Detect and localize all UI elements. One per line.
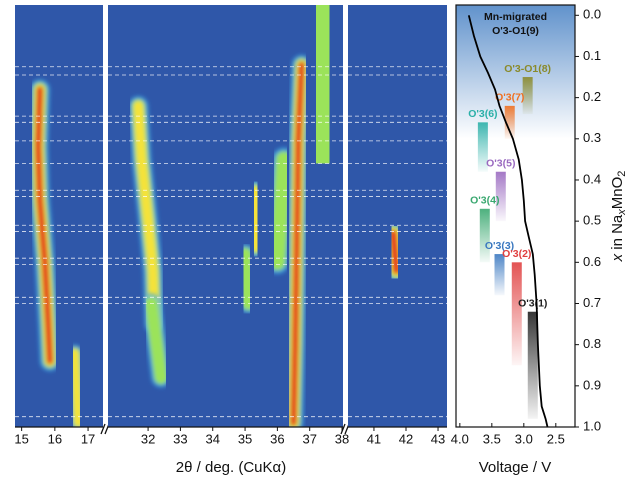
x-tick-label: 43 bbox=[431, 431, 445, 446]
x-tick-label: 42 bbox=[399, 431, 413, 446]
y-tick-label: 0.2 bbox=[583, 89, 601, 104]
phase-label: O'3(6) bbox=[468, 108, 497, 120]
x-axis-label: 2θ / deg. (CuKα) bbox=[176, 459, 286, 476]
phase-bar bbox=[522, 77, 533, 115]
y-axis-label: x in NaxMnO2 bbox=[609, 171, 628, 263]
y-tick-label: 0.6 bbox=[583, 254, 601, 269]
peak bbox=[265, 147, 296, 274]
y-label-part: 2 bbox=[616, 171, 628, 177]
phase-bar bbox=[495, 171, 506, 222]
peak bbox=[272, 5, 343, 186]
phase-label: O'3(4) bbox=[470, 195, 499, 207]
plot-frame bbox=[455, 4, 576, 428]
peak bbox=[141, 293, 171, 388]
peak-core bbox=[238, 247, 256, 311]
phase-bar bbox=[511, 262, 522, 366]
peak bbox=[66, 344, 87, 427]
peak bbox=[243, 180, 269, 258]
peak-core bbox=[144, 296, 168, 385]
x-tick-label: 33 bbox=[173, 431, 187, 446]
panel-content bbox=[348, 63, 447, 427]
y-tick-label: 0.7 bbox=[583, 295, 601, 310]
y-tick-label: 0.3 bbox=[583, 130, 601, 145]
x-tick-label: 3.0 bbox=[515, 431, 533, 446]
x-tick-label: 38 bbox=[335, 431, 349, 446]
y-tick-label: 0.0 bbox=[583, 7, 601, 22]
panel-content bbox=[15, 48, 103, 427]
x-tick-label: 37 bbox=[302, 431, 316, 446]
region-label: Mn-migrated bbox=[484, 11, 547, 23]
y-tick-label: 0.1 bbox=[583, 48, 601, 63]
peak-core bbox=[286, 5, 343, 172]
y-tick-label: 0.8 bbox=[583, 336, 601, 351]
y-label-part: in Na bbox=[609, 214, 626, 254]
y-label-part: x bbox=[609, 253, 626, 262]
peak-core bbox=[35, 86, 54, 365]
peak bbox=[28, 79, 60, 372]
y-label-part: MnO bbox=[609, 177, 626, 210]
phase-bar bbox=[494, 254, 505, 296]
phase-bar bbox=[477, 122, 488, 172]
y-tick-label: 0.4 bbox=[583, 171, 601, 186]
peak-core bbox=[269, 151, 292, 271]
x-tick-label: 16 bbox=[48, 431, 62, 446]
y-tick-label: 0.9 bbox=[583, 377, 601, 392]
x-tick-label: 35 bbox=[238, 431, 252, 446]
phase-label: O'3(7) bbox=[495, 92, 524, 104]
x-tick-label: 36 bbox=[270, 431, 284, 446]
x-tick-label: 41 bbox=[367, 431, 381, 446]
y-tick-label: 1.0 bbox=[583, 418, 601, 433]
peak-core bbox=[248, 186, 263, 252]
phase-region bbox=[456, 5, 575, 139]
phase-label: O'3(1) bbox=[518, 298, 547, 310]
peak-core bbox=[133, 101, 160, 329]
x-tick-label: 34 bbox=[205, 431, 219, 446]
peak-core bbox=[290, 61, 305, 427]
x-tick-label: 15 bbox=[14, 431, 28, 446]
phase-label: O'3(2) bbox=[502, 248, 531, 260]
peak-core bbox=[70, 348, 83, 427]
panel-content bbox=[108, 5, 343, 427]
peak bbox=[128, 96, 165, 334]
phase-bar bbox=[479, 208, 490, 263]
x-tick-label: 4.0 bbox=[451, 431, 469, 446]
region-label: O'3-O1(9) bbox=[492, 25, 539, 37]
phase-label: O'3-O1(8) bbox=[504, 63, 551, 75]
phase-label: O'3(5) bbox=[486, 158, 515, 170]
y-label-part: x bbox=[616, 209, 628, 216]
voltage-curve bbox=[467, 15, 549, 428]
peak bbox=[235, 244, 258, 314]
x-tick-label: 17 bbox=[81, 431, 95, 446]
phase-bar bbox=[504, 105, 515, 139]
y-tick-label: 0.5 bbox=[583, 213, 601, 228]
x-tick-label: 3.5 bbox=[483, 431, 501, 446]
phase-bar bbox=[527, 311, 538, 419]
x-tick-label: 32 bbox=[141, 431, 155, 446]
x-axis-label: Voltage / V bbox=[479, 459, 552, 476]
peak bbox=[283, 55, 312, 427]
phase-label: O'3(3) bbox=[485, 240, 514, 252]
x-tick-label: 2.5 bbox=[547, 431, 565, 446]
